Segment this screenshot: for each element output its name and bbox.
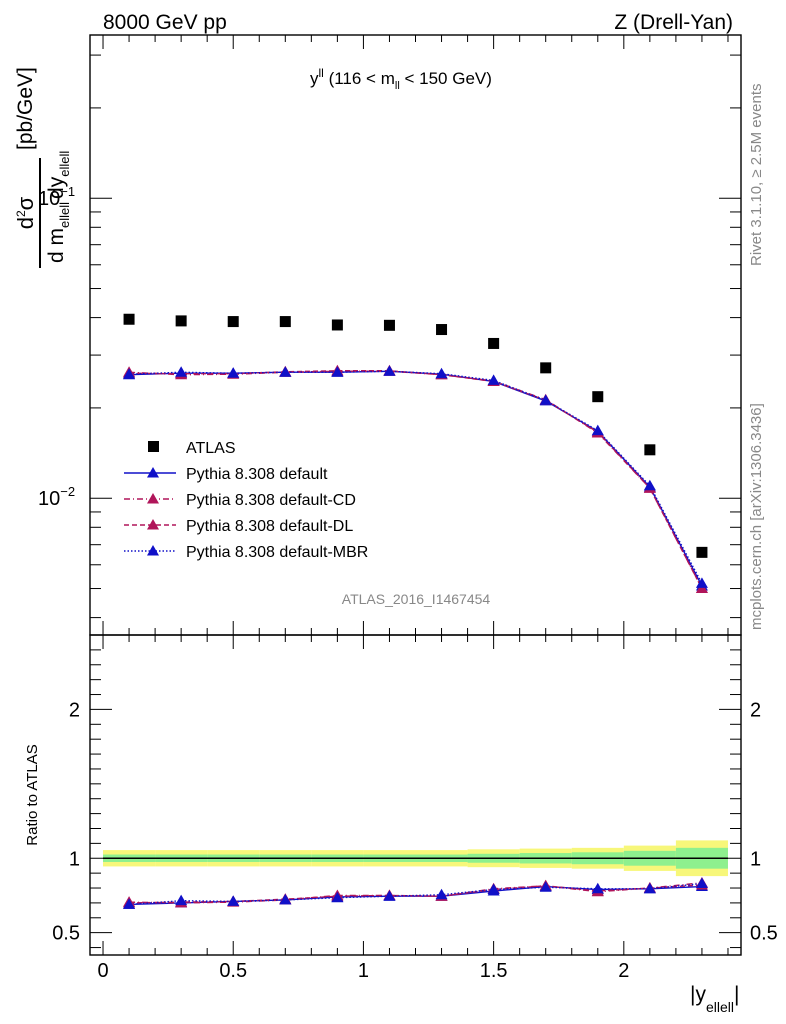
x-tick-label: 2 — [618, 960, 629, 982]
x-tick-label: 1 — [358, 960, 369, 982]
atlas-data-point — [644, 444, 656, 456]
ratio-series-point — [643, 882, 656, 894]
main-series-point — [279, 366, 292, 377]
ratio-series-point — [279, 893, 292, 905]
atlas-data-point — [123, 313, 135, 325]
main-series-point — [175, 366, 188, 377]
main-series-point — [695, 577, 708, 588]
ratio-y-tick-label: 2 — [69, 699, 80, 721]
legend-marker — [147, 519, 159, 530]
main-y-axis-label: d2σ d mellelldyellell [pb/GeV] — [13, 67, 72, 268]
analysis-label: ATLAS_2016_I1467454 — [342, 591, 491, 607]
atlas-data-point — [383, 319, 395, 331]
ratio-series-point — [487, 883, 500, 895]
atlas-data-point — [696, 546, 708, 558]
ratio-series-group — [123, 876, 708, 909]
main-series-group — [123, 313, 708, 594]
ratio-series-point — [175, 894, 188, 906]
x-tick-label: 0.5 — [219, 960, 247, 982]
ratio-plot-frame — [89, 634, 742, 956]
main-axis-ticks: 10−1 10−2 — [38, 35, 741, 635]
main-series-point — [435, 367, 448, 379]
ratio-uncertainty-bands — [103, 840, 728, 877]
main-series-point — [123, 368, 136, 379]
ratio-axis-ticks: 0 0.5 1 1.5 2 0.5 0.5 1 1 2 2 — [52, 635, 778, 982]
x-tick-label: 1.5 — [480, 960, 508, 982]
atlas-data-point — [436, 324, 448, 336]
svg-text:[pb/GeV]: [pb/GeV] — [14, 67, 37, 150]
legend-label: Pythia 8.308 default-CD — [186, 492, 356, 509]
main-series-point — [487, 374, 500, 385]
ratio-y-tick-label: 0.5 — [52, 923, 80, 945]
atlas-data-point — [227, 316, 239, 328]
legend-label: Pythia 8.308 default-MBR — [186, 544, 368, 561]
main-series-point — [331, 366, 344, 377]
y-tick-label: 10−1 — [38, 184, 75, 210]
ratio-y-tick-label: 1 — [69, 848, 80, 870]
main-series-line — [129, 370, 703, 584]
ratio-y-tick-label-right: 0.5 — [750, 923, 778, 945]
header-left: 8000 GeV pp — [103, 11, 227, 34]
legend: ATLAS Pythia 8.308 default Pythia 8.308 de… — [124, 440, 368, 561]
main-series-point — [591, 424, 604, 436]
ratio-series-point — [227, 895, 240, 906]
ratio-series-point — [123, 898, 136, 909]
y-tick-label: 10−2 — [38, 484, 75, 510]
ratio-series-point — [383, 890, 396, 901]
svg-text:d mellelldyellell: d mellelldyellell — [45, 151, 72, 263]
ratio-y-tick-label-right: 1 — [750, 848, 761, 870]
atlas-data-point — [279, 316, 291, 328]
legend-marker-atlas — [148, 441, 159, 452]
ratio-series-point — [539, 881, 552, 892]
main-series-line — [129, 370, 703, 589]
ratio-series-line — [129, 882, 703, 906]
legend-marker — [147, 545, 159, 556]
ratio-series-line — [129, 882, 703, 904]
atlas-data-point — [175, 315, 187, 327]
x-tick-label: 0 — [97, 960, 108, 982]
legend-marker — [147, 493, 159, 504]
ratio-y-tick-label-right: 2 — [750, 699, 761, 721]
main-series-point — [643, 479, 656, 491]
x-axis-label: |yellell| — [690, 983, 739, 1015]
ratio-series-point — [591, 882, 604, 894]
legend-label: Pythia 8.308 default — [186, 466, 328, 483]
legend-label: ATLAS — [186, 440, 236, 457]
legend-label: Pythia 8.308 default-DL — [186, 518, 353, 535]
ratio-series-point — [331, 891, 344, 903]
atlas-data-point — [488, 337, 500, 349]
legend-marker — [147, 467, 159, 478]
main-series-point — [227, 367, 240, 378]
header-right: Z (Drell-Yan) — [614, 11, 733, 34]
main-series-point — [383, 365, 396, 376]
svg-text:d2σ: d2σ — [13, 196, 38, 229]
ratio-series-line — [129, 884, 702, 904]
plot-title: yll (116 < mll < 150 GeV) — [310, 66, 492, 92]
ratio-series-point — [435, 888, 448, 900]
atlas-data-point — [540, 362, 552, 374]
mcplots-label: mcplots.cern.ch [arXiv:1306.3436] — [748, 403, 765, 630]
ratio-y-axis-label: Ratio to ATLAS — [24, 744, 41, 845]
atlas-data-point — [592, 391, 604, 403]
main-series-point — [539, 394, 552, 405]
rivet-label: Rivet 3.1.10, ≥ 2.5M events — [748, 84, 765, 267]
ratio-series-point — [695, 877, 708, 889]
atlas-data-point — [331, 319, 343, 331]
